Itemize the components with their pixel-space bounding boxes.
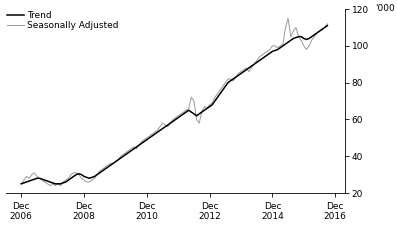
Y-axis label: '000: '000 bbox=[376, 4, 395, 12]
Trend bbox=[82, 175, 87, 178]
Trend bbox=[19, 183, 24, 185]
Seasonally Adjusted bbox=[233, 76, 238, 79]
Seasonally Adjusted bbox=[56, 183, 60, 185]
Seasonally Adjusted bbox=[19, 183, 24, 185]
Seasonally Adjusted bbox=[325, 22, 330, 25]
Trend bbox=[325, 24, 330, 27]
Trend bbox=[260, 57, 264, 60]
Seasonally Adjusted bbox=[48, 184, 52, 187]
Line: Seasonally Adjusted: Seasonally Adjusted bbox=[21, 18, 328, 186]
Trend bbox=[53, 183, 58, 185]
Trend bbox=[231, 78, 235, 80]
Seasonally Adjusted bbox=[257, 56, 262, 58]
Seasonally Adjusted bbox=[262, 52, 267, 54]
Trend bbox=[123, 153, 128, 156]
Trend bbox=[254, 61, 259, 64]
Seasonally Adjusted bbox=[126, 149, 131, 152]
Seasonally Adjusted bbox=[286, 17, 291, 20]
Legend: Trend, Seasonally Adjusted: Trend, Seasonally Adjusted bbox=[8, 11, 119, 30]
Seasonally Adjusted bbox=[84, 181, 89, 183]
Line: Trend: Trend bbox=[21, 26, 328, 184]
